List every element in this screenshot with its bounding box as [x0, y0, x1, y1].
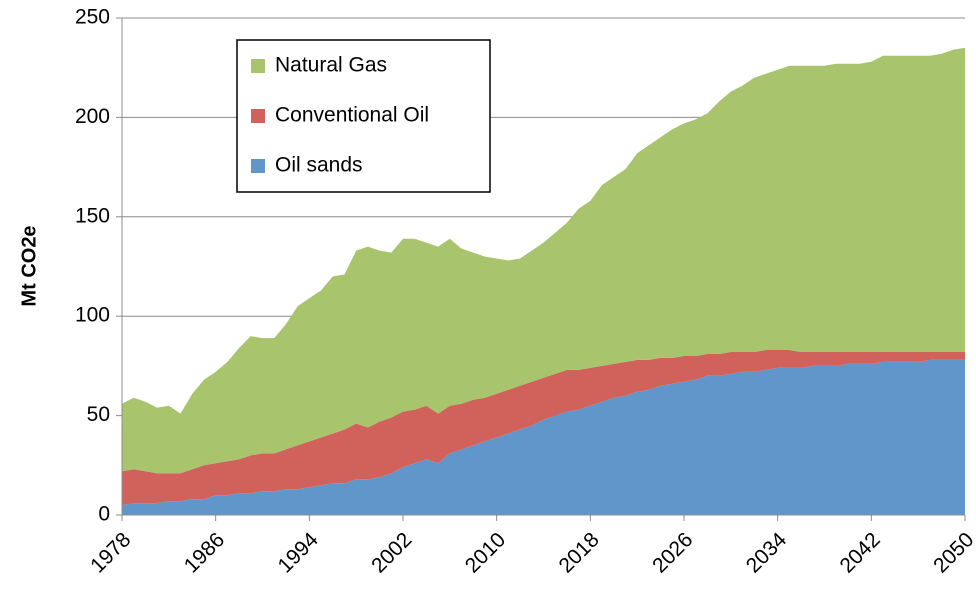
- legend-box: [236, 39, 491, 193]
- area: [122, 47, 965, 474]
- y-axis-label: Mt CO2e: [18, 225, 40, 306]
- x-tick-label: 1978: [86, 528, 135, 577]
- area: [122, 359, 965, 515]
- x-tick-label: 1986: [180, 528, 229, 577]
- x-tick-label: 1994: [273, 528, 323, 578]
- x-tick-label: 2018: [554, 528, 603, 577]
- legend-swatch: [251, 59, 265, 73]
- y-tick-label: 100: [75, 304, 110, 327]
- x-tick-label: 2042: [835, 528, 884, 577]
- x-tick-label: 2050: [929, 528, 976, 577]
- y-tick-label: 150: [75, 204, 110, 227]
- y-tick-label: 50: [87, 403, 110, 426]
- x-tick-label: 2002: [367, 528, 416, 577]
- y-tick-label: 250: [75, 6, 110, 29]
- x-tick-label: 2034: [742, 528, 792, 578]
- legend-swatch: [251, 159, 265, 173]
- x-tick-label: 2026: [648, 528, 697, 577]
- legend-label: Conventional Oil: [275, 104, 429, 127]
- y-tick-label: 200: [75, 105, 110, 128]
- area: [122, 350, 965, 506]
- legend-label: Oil sands: [275, 154, 363, 177]
- legend-label: Natural Gas: [275, 54, 387, 77]
- legend-swatch: [251, 109, 265, 123]
- x-tick-label: 2010: [461, 528, 510, 577]
- y-tick-label: 0: [98, 503, 110, 526]
